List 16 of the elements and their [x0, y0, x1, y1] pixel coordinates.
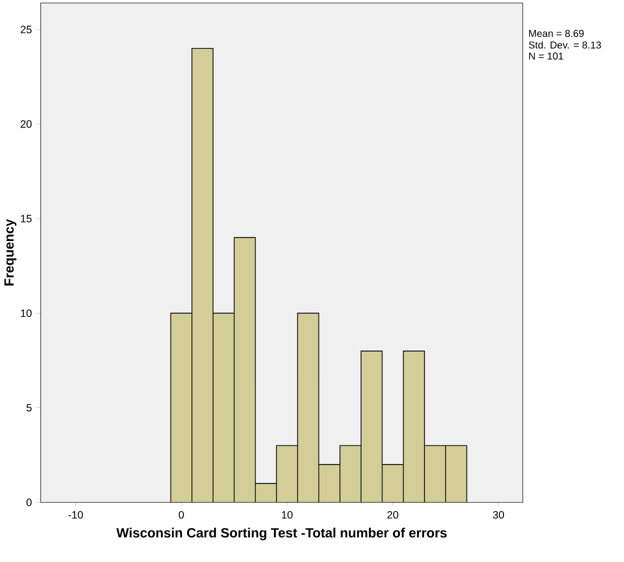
- y-tick-label: 25: [20, 26, 32, 34]
- x-tick-label: 20: [387, 510, 398, 518]
- y-axis-title: Frequency: [4, 218, 16, 286]
- y-tick-label: 20: [20, 120, 32, 128]
- x-tick-label: 10: [282, 510, 293, 518]
- x-tick-label: 0: [178, 510, 184, 518]
- text: N = 101: [529, 52, 564, 60]
- text: Std. Dev. = 8.13: [528, 41, 601, 48]
- text: Mean = 8.69: [529, 30, 584, 37]
- y-tick-label: 15: [20, 214, 32, 222]
- x-axis-title: Wisconsin Card Sorting Test -Total number of errors: [116, 528, 447, 540]
- x-tick-label: 30: [492, 510, 504, 518]
- y-tick-label: 5: [26, 404, 32, 412]
- y-tick-label: 0: [26, 498, 32, 506]
- y-tick-label: 10: [20, 309, 32, 317]
- x-tick-label: -10: [68, 510, 83, 518]
